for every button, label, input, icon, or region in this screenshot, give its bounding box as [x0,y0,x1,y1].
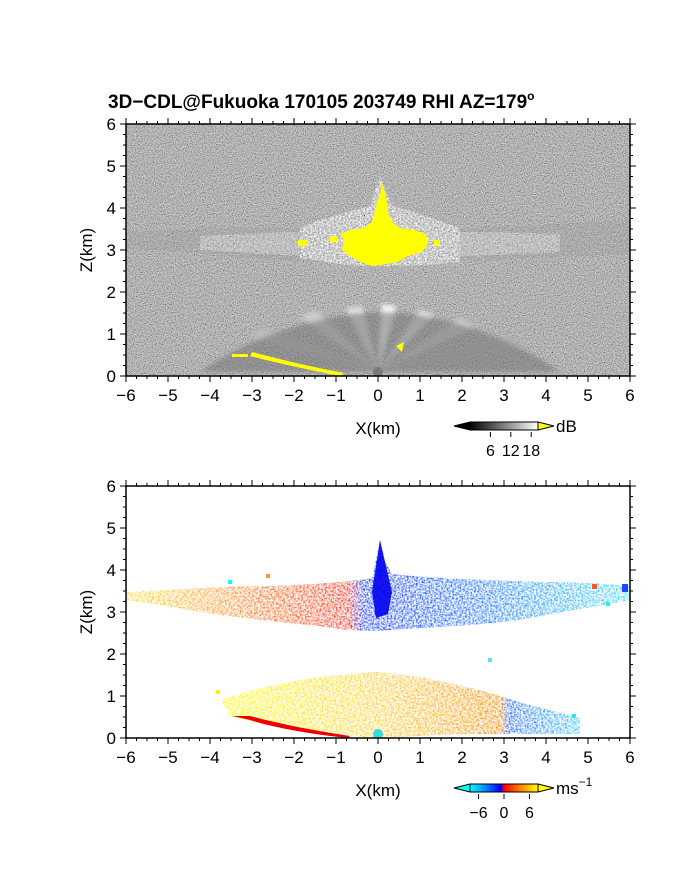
velocity-colorbar-ticks: −6 0 6 [469,794,534,822]
reflectivity-xtick-label: 0 [373,386,382,405]
velocity-ytick-label: 1 [107,687,116,706]
velocity-colorbar-under-arrow [453,783,471,793]
reflectivity-ytick-label: 3 [107,241,116,260]
velocity-updraft-core [372,540,392,618]
reflectivity-xtick-label: 1 [415,386,424,405]
reflectivity-colorbar-over-arrow [537,421,555,431]
reflectivity-xtick-label: −3 [242,386,261,405]
reflectivity-xtick-label: 4 [541,386,550,405]
velocity-xtick-label: −2 [284,748,303,767]
velocity-colorbar: −6 0 6 ms−1 [453,775,593,822]
reflectivity-colorbar-gradient [469,421,539,431]
velocity-xtick-label: −1 [326,748,345,767]
colorbar-tick-label: 6 [486,443,495,460]
reflectivity-xtick-label: −4 [200,386,219,405]
reflectivity-xtick-label: 6 [625,386,634,405]
reflectivity-ytick-label: 5 [107,157,116,176]
velocity-xtick-label: −5 [158,748,177,767]
reflectivity-colorbar-unit: dB [556,417,577,436]
velocity-ytick-label: 2 [107,645,116,664]
velocity-lower-layer [220,672,580,738]
colorbar-tick-label: 6 [525,805,534,822]
reflectivity-panel: −6 −5 −4 −3 −2 −1 0 1 2 3 4 5 6 0 1 2 3 4 5 6 X(km) Z(km) [77,115,636,438]
reflectivity-saturated-core [232,182,440,376]
velocity-ylabel: Z(km) [77,590,96,634]
velocity-ytick-label: 3 [107,603,116,622]
colorbar-tick-label: 12 [502,443,520,460]
reflectivity-colorbar: 6 12 18 dB [453,417,577,460]
reflectivity-xtick-label: −5 [158,386,177,405]
velocity-ground-edge [232,716,350,738]
figure-title: 3D−CDL@Fukuoka 170105 203749 RHI AZ=179o [108,89,535,113]
reflectivity-ytick-label: 4 [107,199,116,218]
velocity-xtick-label: −4 [200,748,219,767]
reflectivity-xtick-label: −1 [326,386,345,405]
velocity-colorbar-over-arrow [537,783,555,793]
velocity-ytick-label: 0 [107,729,116,748]
velocity-ytick-label: 6 [107,477,116,496]
colorbar-tick-label: −6 [469,805,487,822]
reflectivity-ytick-label: 1 [107,325,116,344]
velocity-colorbar-gradient [469,783,539,793]
colorbar-tick-label: 18 [522,443,540,460]
velocity-xtick-label: −3 [242,748,261,767]
velocity-unit-exponent: −1 [579,775,593,789]
reflectivity-xtick-label: 3 [499,386,508,405]
velocity-xlabel: X(km) [355,781,400,800]
velocity-scatter-points [216,574,628,718]
reflectivity-ground-beams [200,304,560,372]
reflectivity-axes: −6 −5 −4 −3 −2 −1 0 1 2 3 4 5 6 0 1 2 3 4 5 6 [107,115,636,405]
reflectivity-ylabel: Z(km) [77,228,96,272]
velocity-xtick-label: 2 [457,748,466,767]
reflectivity-colorbar-ticks: 6 12 18 [486,432,540,460]
velocity-xtick-label: 3 [499,748,508,767]
velocity-xtick-label: 0 [373,748,382,767]
reflectivity-xtick-label: −2 [284,386,303,405]
velocity-panel: −6 −5 −4 −3 −2 −1 0 1 2 3 4 5 6 0 1 2 3 4 5 6 X(km) Z(km) [77,477,636,800]
reflectivity-xlabel: X(km) [355,419,400,438]
reflectivity-xtick-label: 2 [457,386,466,405]
reflectivity-xtick-label: 5 [583,386,592,405]
title-main: 3D−CDL@Fukuoka 170105 203749 RHI AZ=179 [108,92,527,113]
velocity-unit-base: ms [556,779,579,798]
velocity-xtick-label: 4 [541,748,550,767]
velocity-xtick-label: 6 [625,748,634,767]
velocity-xtick-label: 5 [583,748,592,767]
reflectivity-ytick-label: 0 [107,367,116,386]
reflectivity-colorbar-under-arrow [453,421,471,431]
colorbar-tick-label: 0 [500,805,509,822]
velocity-xtick-label: −6 [116,748,135,767]
reflectivity-ytick-label: 6 [107,115,116,134]
reflectivity-ytick-label: 2 [107,283,116,302]
velocity-origin-marker [373,729,383,738]
velocity-axes: −6 −5 −4 −3 −2 −1 0 1 2 3 4 5 6 0 1 2 3 4 5 6 [107,477,636,767]
radar-origin [373,367,383,376]
title-degree: o [527,89,534,103]
velocity-xtick-label: 1 [415,748,424,767]
reflectivity-xtick-label: −6 [116,386,135,405]
velocity-colorbar-unit: ms−1 [556,775,593,798]
velocity-ytick-label: 4 [107,561,116,580]
velocity-ytick-label: 5 [107,519,116,538]
